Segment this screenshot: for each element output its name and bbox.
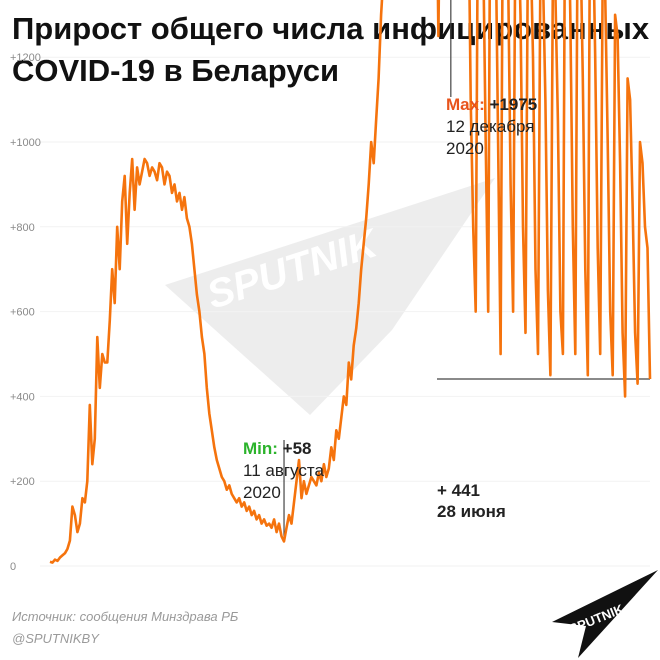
series-line (49, 0, 652, 564)
sputnik-logo: SPUTNIK (552, 570, 658, 658)
sputnik-logo-shape (552, 570, 658, 658)
annotation-markers (283, 0, 650, 542)
min-value: +58 (282, 439, 312, 458)
min-date: 11 августа (243, 461, 324, 480)
y-tick-label: +800 (10, 222, 35, 234)
handle-text: @SPUTNIKBY (12, 631, 99, 646)
max-label: Max: (446, 95, 485, 114)
max-annotation: Max: +1975 12 декабря 2020 (446, 94, 537, 160)
max-date: 12 декабря (446, 117, 535, 136)
min-annotation: Min: +58 11 августа 2020 (243, 438, 324, 504)
y-tick-label: 0 (10, 561, 16, 573)
min-year: 2020 (243, 483, 281, 502)
y-tick-label: +600 (10, 307, 35, 319)
max-value: +1975 (489, 95, 538, 114)
last-value: + 441 (437, 481, 481, 500)
watermark: SPUTNIK (165, 178, 495, 415)
min-label: Min: (243, 439, 278, 458)
y-tick-label: +400 (10, 391, 35, 403)
y-tick-label: +200 (10, 476, 35, 488)
y-axis: 0+200+400+600+800+1000+1200+1400+1600+18… (10, 52, 41, 573)
last-annotation: + 441 28 июня (437, 480, 506, 522)
watermark-shape (165, 178, 495, 415)
source-text: Источник: сообщения Минздрава РБ (12, 609, 239, 624)
y-tick-label: +1000 (10, 137, 41, 149)
last-date: 28 июня (437, 502, 506, 521)
y-tick-label: +1200 (10, 52, 41, 64)
max-year: 2020 (446, 139, 484, 158)
